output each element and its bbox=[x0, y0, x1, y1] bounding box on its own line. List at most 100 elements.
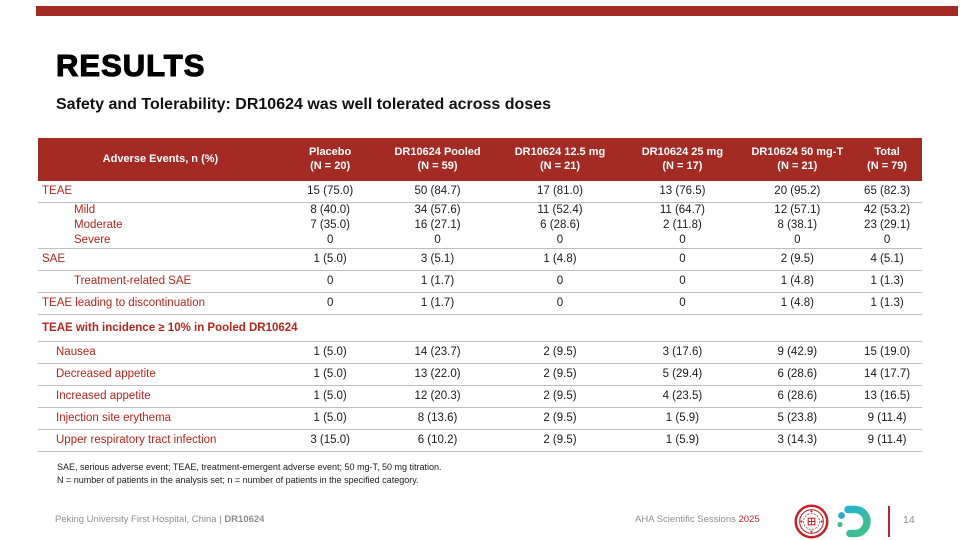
cell-value: 34 (57.6) bbox=[414, 204, 461, 217]
row-label: Decreased appetite bbox=[38, 363, 283, 386]
row-label: Treatment-related SAE bbox=[38, 270, 283, 293]
cell-value: 6 (10.2) bbox=[377, 429, 498, 452]
page-title: RESULTS bbox=[55, 47, 206, 83]
footer-affiliation-text: Peking University First Hospital, China … bbox=[55, 514, 225, 525]
cell-value: 1 (5.0) bbox=[282, 407, 378, 430]
cell-value: 1 (5.9) bbox=[622, 429, 743, 452]
footnote-line-2: N = number of patients in the analysis s… bbox=[57, 475, 419, 486]
cell-value: 11 (64.7) bbox=[659, 204, 705, 217]
cell-value: 5 (23.8) bbox=[742, 407, 853, 430]
cell-value: 0 bbox=[852, 232, 922, 249]
cell-value: 50 (84.7) bbox=[377, 180, 498, 203]
table-row: Treatment-related SAE 0 1 (1.7) 0 0 1 (4.8) 1 … bbox=[38, 270, 922, 293]
footnotes: SAE, serious adverse event; TEAE, treatm… bbox=[57, 461, 442, 487]
cell-value: 0 bbox=[497, 232, 623, 249]
cell-value: 1 (1.7) bbox=[377, 270, 498, 293]
top-accent-bar bbox=[36, 6, 958, 16]
table-row: Injection site erythema 1 (5.0) 8 (13.6) 2 … bbox=[38, 407, 922, 430]
adverse-events-table: Adverse Events, n (%) Placebo (N = 20) DR1… bbox=[38, 138, 922, 452]
section-label: TEAE with incidence ≥ 10% in Pooled DR10… bbox=[38, 314, 922, 342]
doer-bio-logo bbox=[837, 505, 871, 538]
cell-value: 0 bbox=[622, 292, 743, 315]
table-row: Nausea 1 (5.0) 14 (23.7) 2 (9.5) 3 (17.6) 9 (… bbox=[38, 341, 922, 364]
cell-value: 1 (5.0) bbox=[282, 341, 378, 364]
cell-value: 15 (19.0) bbox=[852, 341, 922, 364]
row-label: Injection site erythema bbox=[38, 407, 283, 430]
cell-value: 13 (16.5) bbox=[852, 385, 922, 408]
table-row: Mild 8 (40.0) 34 (57.6) 11 (52.4) 11 (64.7) 1… bbox=[38, 202, 922, 218]
cell-value: 6 (28.6) bbox=[742, 385, 853, 408]
footer-conference: AHA Scientific Sessions 2025 bbox=[635, 514, 760, 525]
cell-value: 17 (81.0) bbox=[497, 180, 623, 203]
cell-value: 0 bbox=[742, 232, 853, 249]
cell-value: 0 bbox=[282, 232, 378, 249]
table-row: Decreased appetite 1 (5.0) 13 (22.0) 2 (9.5… bbox=[38, 363, 922, 386]
cell-value: 2 (9.5) bbox=[497, 341, 623, 364]
table-row: Severe 0 0 0 0 0 0 bbox=[38, 232, 922, 249]
cell-value: 5 (29.4) bbox=[622, 363, 743, 386]
cell-value: 11 (52.4) bbox=[537, 204, 583, 217]
cell-value: 23 (29.1) bbox=[864, 219, 911, 232]
row-label: SAE bbox=[38, 248, 283, 271]
cell-value: 14 (17.7) bbox=[852, 363, 922, 386]
row-label: Moderate bbox=[74, 219, 123, 232]
cell-value: 2 (9.5) bbox=[742, 248, 853, 271]
cell-value: 0 bbox=[622, 232, 743, 249]
table-row: Moderate 7 (35.0) 16 (27.1) 6 (28.6) 2 (11.8… bbox=[38, 218, 922, 233]
table-row: TEAE leading to discontinuation 0 1 (1.7) 0… bbox=[38, 292, 922, 315]
cell-value: 6 (28.6) bbox=[540, 219, 580, 232]
cell-value: 1 (1.3) bbox=[852, 270, 922, 293]
cell-value: 9 (11.4) bbox=[852, 407, 922, 430]
footer-affiliation: Peking University First Hospital, China … bbox=[55, 514, 264, 525]
column-header: DR10624 25 mg (N = 17) bbox=[622, 138, 743, 181]
row-label: Mild bbox=[74, 204, 96, 217]
cell-value: 1 (5.0) bbox=[282, 248, 378, 271]
cell-value: 16 (27.1) bbox=[414, 219, 461, 232]
cell-value: 8 (40.0) bbox=[310, 204, 350, 217]
cell-value: 0 bbox=[622, 270, 743, 293]
cell-value: 9 (11.4) bbox=[852, 429, 922, 452]
cell-value: 20 (95.2) bbox=[742, 180, 853, 203]
cell-value: 1 (4.8) bbox=[742, 292, 853, 315]
cell-value: 0 bbox=[282, 292, 378, 315]
cell-value: 3 (15.0) bbox=[282, 429, 378, 452]
column-header: DR10624 50 mg-T (N = 21) bbox=[742, 138, 853, 181]
cell-value: 2 (9.5) bbox=[497, 407, 623, 430]
cell-value: 3 (14.3) bbox=[742, 429, 853, 452]
section-row: TEAE with incidence ≥ 10% in Pooled DR10… bbox=[38, 314, 922, 342]
cell-value: 1 (5.9) bbox=[622, 407, 743, 430]
cell-value: 14 (23.7) bbox=[377, 341, 498, 364]
footnote-line-1: SAE, serious adverse event; TEAE, treatm… bbox=[57, 462, 442, 472]
cell-value: 0 bbox=[497, 270, 623, 293]
row-label: TEAE leading to discontinuation bbox=[38, 292, 283, 315]
column-header: DR10624 12.5 mg (N = 21) bbox=[497, 138, 623, 181]
cell-value: 9 (42.9) bbox=[742, 341, 853, 364]
cell-value: 1 (1.7) bbox=[377, 292, 498, 315]
cell-value: 1 (1.3) bbox=[852, 292, 922, 315]
cell-value: 12 (20.3) bbox=[377, 385, 498, 408]
row-label: Severe bbox=[38, 232, 283, 249]
cell-value: 4 (23.5) bbox=[622, 385, 743, 408]
row-label: Nausea bbox=[38, 341, 283, 364]
cell-value: 8 (38.1) bbox=[777, 219, 818, 232]
page-divider-line bbox=[888, 506, 890, 537]
cell-value: 0 bbox=[282, 270, 378, 293]
cell-value: 7 (35.0) bbox=[310, 219, 350, 232]
cell-value: 15 (75.0) bbox=[282, 180, 378, 203]
cell-value: 3 (5.1) bbox=[377, 248, 498, 271]
cell-value: 13 (76.5) bbox=[622, 180, 743, 203]
cell-value: 13 (22.0) bbox=[377, 363, 498, 386]
row-label: Increased appetite bbox=[38, 385, 283, 408]
cell-value: 65 (82.3) bbox=[852, 180, 922, 203]
hospital-seal-logo bbox=[794, 504, 829, 539]
cell-value: 1 (4.8) bbox=[497, 248, 623, 271]
cell-value: 12 (57.1) bbox=[774, 204, 821, 217]
cell-value: 2 (9.5) bbox=[497, 385, 623, 408]
column-header: DR10624 Pooled (N = 59) bbox=[377, 138, 498, 181]
cell-value: 0 bbox=[622, 248, 743, 271]
cell-value: 4 (5.1) bbox=[852, 248, 922, 271]
cell-value: 1 (4.8) bbox=[742, 270, 853, 293]
table-row: TEAE 15 (75.0) 50 (84.7) 17 (81.0) 13 (76.5)… bbox=[38, 180, 922, 203]
row-header-cell: Adverse Events, n (%) bbox=[38, 138, 283, 181]
